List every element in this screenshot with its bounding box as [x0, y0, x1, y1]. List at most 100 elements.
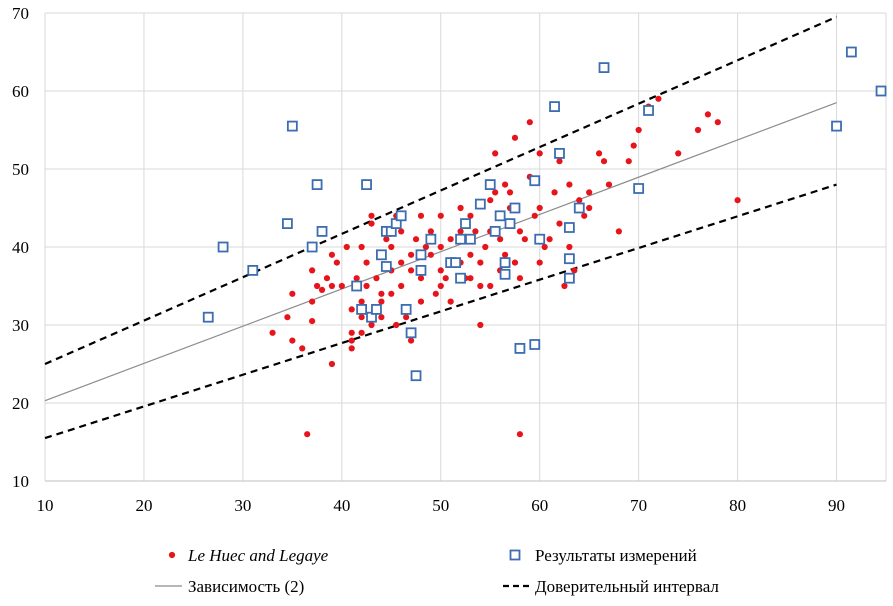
red-point: [497, 236, 504, 243]
red-point: [309, 298, 316, 305]
red-point: [284, 314, 291, 321]
red-point: [373, 275, 380, 282]
red-point: [482, 243, 489, 251]
blue-square-point: [286, 120, 298, 132]
blue-square-point: [598, 62, 610, 73]
red-point: [467, 212, 474, 219]
red-point: [358, 298, 365, 305]
x-tick-label: 20: [135, 496, 152, 515]
blue-square-point: [282, 218, 293, 230]
red-point: [343, 243, 350, 251]
red-point: [368, 220, 375, 227]
blue-square-point: [455, 272, 466, 284]
red-point: [531, 212, 538, 219]
red-point: [378, 290, 385, 297]
red-point: [328, 360, 336, 368]
red-point: [571, 267, 578, 274]
red-point: [299, 345, 306, 352]
red-point: [615, 228, 622, 235]
red-point: [422, 243, 430, 251]
x-tick-label: 90: [828, 496, 845, 515]
legend-item: Зависимость (2): [155, 577, 304, 596]
red-point: [417, 212, 425, 219]
blue-square-point: [549, 101, 560, 112]
legend-marker-dot: [168, 551, 176, 559]
tick-labels: 10 20 30 40 50 60 70 80 90 10 20 30 40 50 60 70: [12, 4, 845, 515]
red-point: [403, 314, 410, 321]
red-point: [353, 275, 360, 282]
red-point: [437, 267, 444, 274]
red-point: [704, 111, 712, 118]
red-point: [358, 243, 365, 251]
confidence-interval-line: [44, 15, 837, 366]
blue-square-point: [504, 218, 516, 230]
legend: Le Huec and Legaye Результаты измерений За…: [155, 546, 719, 596]
legend-label: Зависимость (2): [188, 577, 304, 596]
red-point: [348, 306, 355, 313]
red-point: [506, 189, 514, 196]
red-point: [289, 290, 296, 297]
blue-square-point: [465, 233, 476, 245]
blue-square-point: [563, 222, 575, 233]
red-point: [734, 197, 741, 204]
legend-item: Le Huec and Legaye: [168, 546, 329, 565]
legend-item: Результаты измерений: [509, 546, 697, 565]
fit-lines: [44, 15, 837, 440]
blue-square-point: [529, 339, 541, 350]
red-point: [501, 181, 509, 188]
y-tick-label: 70: [12, 4, 29, 23]
red-point: [309, 267, 316, 274]
x-tick-label: 30: [234, 496, 251, 515]
red-point: [304, 431, 311, 438]
red-point: [536, 259, 543, 266]
blue-square-point: [494, 210, 506, 222]
red-point: [561, 282, 568, 290]
blue-square-point: [474, 198, 486, 210]
red-point: [358, 329, 365, 336]
red-point: [417, 275, 425, 282]
x-tick-label: 60: [531, 496, 548, 515]
red-point: [363, 259, 370, 266]
red-point: [605, 181, 613, 188]
red-point: [447, 236, 454, 243]
red-point: [378, 298, 385, 305]
blue-square-point: [217, 241, 229, 253]
red-point: [358, 314, 365, 321]
red-point: [437, 282, 444, 290]
red-point: [407, 337, 415, 344]
red-point: [383, 236, 390, 243]
red-point: [457, 228, 464, 235]
red-point: [447, 298, 454, 305]
red-point: [472, 228, 479, 235]
red-point: [398, 282, 405, 290]
blue-square-point: [395, 210, 407, 222]
red-point: [600, 158, 608, 165]
blue-square-point: [563, 272, 575, 284]
red-point: [630, 142, 637, 149]
red-point: [492, 150, 499, 157]
red-point: [526, 119, 533, 126]
x-tick-label: 40: [333, 496, 350, 515]
regression-line: [44, 102, 837, 402]
red-point: [487, 197, 494, 204]
y-tick-label: 40: [12, 238, 29, 257]
red-point: [566, 181, 573, 188]
red-point: [576, 197, 583, 204]
red-point: [546, 236, 553, 243]
red-point: [511, 134, 519, 141]
red-point: [477, 282, 484, 290]
red-point: [595, 150, 603, 157]
red-point: [393, 321, 400, 329]
legend-label: Доверительный интервал: [535, 577, 719, 596]
blue-square-point: [400, 303, 412, 315]
red-point: [556, 158, 563, 165]
blue-square-point: [361, 179, 372, 191]
blue-square-point: [509, 202, 521, 214]
x-tick-label: 50: [432, 496, 449, 515]
red-point: [442, 275, 449, 282]
red-point: [318, 286, 326, 293]
red-point: [586, 189, 593, 196]
red-point: [477, 321, 484, 329]
red-point: [541, 243, 548, 251]
